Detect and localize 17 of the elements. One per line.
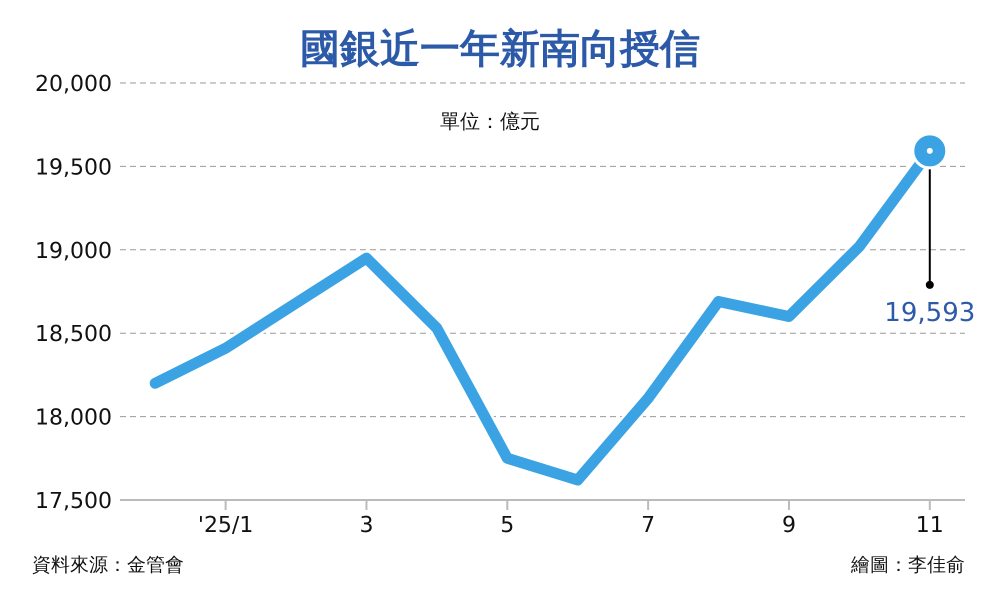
ytick: 17,500 xyxy=(35,489,112,514)
xtick: 11 xyxy=(916,513,944,538)
subtitle: 單位：億元 xyxy=(440,109,540,133)
xtick: 9 xyxy=(782,513,796,538)
xtick: 5 xyxy=(500,513,514,538)
note: 繪圖：李佳俞 xyxy=(851,554,965,576)
ytick: 18,000 xyxy=(35,406,112,431)
ytick: 18,500 xyxy=(35,322,112,348)
ytick: 20,000 xyxy=(35,72,112,97)
value-label: 19,593 xyxy=(884,298,976,328)
xtick: '25/1 xyxy=(198,513,254,538)
xtick: 7 xyxy=(641,513,656,538)
xtick: 3 xyxy=(359,513,374,538)
ytick: 19,000 xyxy=(35,238,112,264)
title: 國銀近一年新南向授信 xyxy=(300,26,700,72)
note: 資料來源：金管會 xyxy=(32,554,184,576)
ytick: 19,500 xyxy=(35,155,112,180)
